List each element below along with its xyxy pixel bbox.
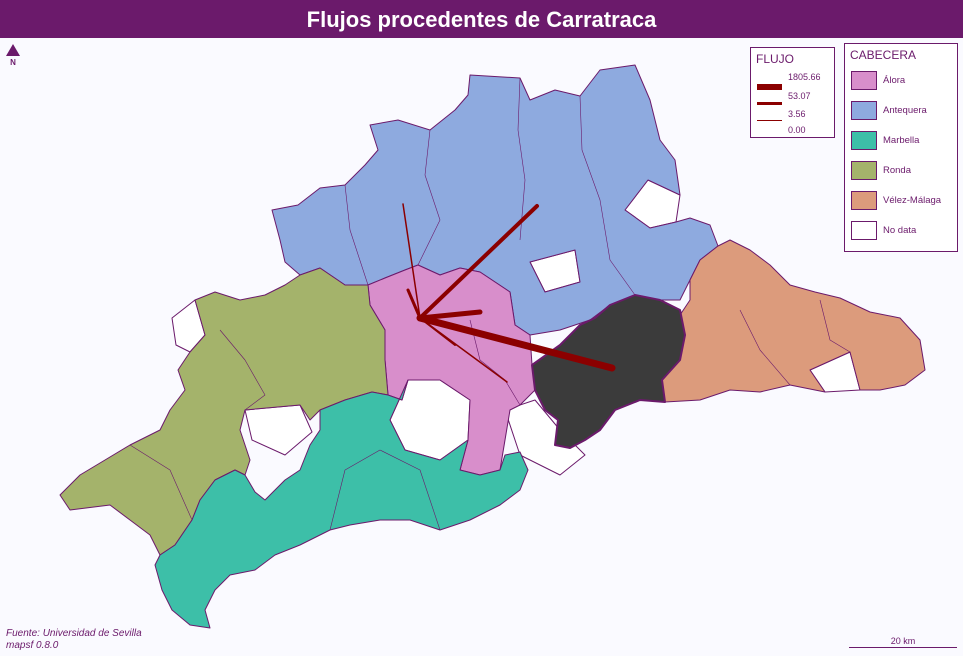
flow-line-s xyxy=(419,317,456,346)
flow-line-main xyxy=(416,314,616,372)
map-title: Flujos procedentes de Carratraca xyxy=(306,7,657,32)
flow-line-nw xyxy=(402,203,421,319)
legend-swatch-marbella xyxy=(851,131,877,150)
north-arrow-icon xyxy=(6,44,20,56)
flow-line-n2 xyxy=(406,288,422,320)
region-origin xyxy=(531,294,686,449)
flow-legend: FLUJO 1805.66 53.07 3.56 0.00 xyxy=(750,47,835,138)
north-arrow: N xyxy=(4,44,22,72)
source-line-2: mapsf 0.8.0 xyxy=(6,640,59,651)
legend-label-antequera: Antequera xyxy=(883,105,927,116)
flow-legend-line-2 xyxy=(757,102,782,105)
legend-swatch-velez xyxy=(851,191,877,210)
legend-label-alora: Álora xyxy=(883,75,906,86)
flow-line-east xyxy=(417,309,483,321)
north-label: N xyxy=(10,58,16,67)
region-legend-title: CABECERA xyxy=(850,48,917,62)
legend-swatch-nodata xyxy=(851,221,877,240)
source-line-1: Fuente: Universidad de Sevilla xyxy=(6,628,142,639)
flow-legend-value-3: 3.56 xyxy=(788,109,806,119)
region-nodata-ronda xyxy=(244,404,313,456)
scale-line xyxy=(849,647,957,648)
legend-swatch-antequera xyxy=(851,101,877,120)
legend-label-ronda: Ronda xyxy=(883,165,911,176)
region-marbella xyxy=(154,379,529,629)
legend-swatch-alora xyxy=(851,71,877,90)
flow-legend-line-1 xyxy=(757,84,782,90)
title-bar xyxy=(0,0,963,38)
region-antequera xyxy=(271,64,719,336)
region-velez xyxy=(661,239,926,403)
region-legend: CABECERA Álora Antequera Marbella Ronda … xyxy=(844,43,958,252)
legend-label-velez: Vélez-Málaga xyxy=(883,195,942,206)
legend-swatch-ronda xyxy=(851,161,877,180)
flow-line-north xyxy=(418,204,539,320)
flow-legend-value-2: 53.07 xyxy=(788,91,811,101)
source-note: Fuente: Universidad de Sevilla mapsf 0.8… xyxy=(6,628,142,652)
flow-legend-line-3 xyxy=(757,120,782,121)
legend-label-marbella: Marbella xyxy=(883,135,920,146)
flow-legend-title: FLUJO xyxy=(756,52,795,66)
scale-label: 20 km xyxy=(890,636,916,646)
flow-lines xyxy=(402,203,616,383)
scale-bar: 20 km xyxy=(849,636,957,648)
flow-legend-value-1: 1805.66 xyxy=(788,72,821,82)
legend-label-nodata: No data xyxy=(883,225,917,236)
flow-legend-value-4: 0.00 xyxy=(788,125,806,135)
